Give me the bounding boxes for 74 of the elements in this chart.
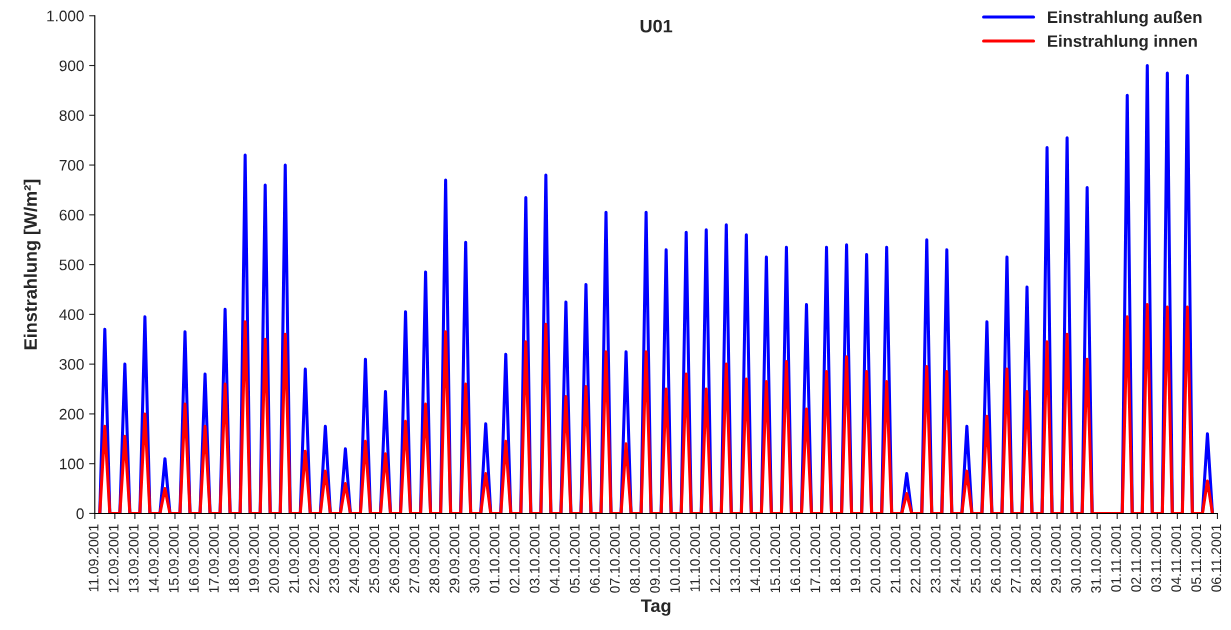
x-tick-label: 02.10.2001 <box>509 524 520 593</box>
x-tick-label: 22.10.2001 <box>910 524 921 593</box>
x-tick-label: 27.09.2001 <box>409 524 420 593</box>
x-tick-label: 12.09.2001 <box>108 524 119 593</box>
y-tick-label: 700 <box>59 159 84 171</box>
y-axis-title: Einstrahlung [W/m²] <box>23 179 41 350</box>
x-tick-label: 19.09.2001 <box>249 524 259 593</box>
chart-title: U01 <box>640 19 673 33</box>
x-tick-label: 30.09.2001 <box>469 524 480 593</box>
x-tick-label: 04.10.2001 <box>549 524 560 593</box>
x-tick-label: 13.09.2001 <box>128 524 139 593</box>
x-tick-label: 25.09.2001 <box>369 524 380 593</box>
x-tick-label: 01.10.2001 <box>489 524 500 593</box>
y-tick-label: 200 <box>59 408 84 420</box>
x-tick-label: 22.09.2001 <box>309 524 320 593</box>
legend-label: Einstrahlung innen <box>1048 34 1197 51</box>
x-tick-label: 08.10.2001 <box>629 524 640 593</box>
x-tick-label: 21.09.2001 <box>289 524 299 593</box>
x-tick-label: 06.11.2001 <box>1211 524 1222 592</box>
y-tick-label: 900 <box>59 60 84 72</box>
x-tick-label: 20.10.2001 <box>870 524 881 593</box>
x-tick-label: 11.09.2001 <box>88 524 99 592</box>
x-tick-label: 23.09.2001 <box>329 524 340 593</box>
x-tick-label: 23.10.2001 <box>930 524 941 593</box>
x-tick-label: 28.09.2001 <box>429 524 440 593</box>
x-tick-label: 15.10.2001 <box>770 524 781 593</box>
y-tick-label: 600 <box>59 209 84 221</box>
x-tick-label: 27.10.2001 <box>1010 524 1021 593</box>
x-tick-label: 02.11.2001 <box>1131 524 1141 592</box>
x-tick-label: 15.09.2001 <box>168 524 179 593</box>
x-tick-label: 05.11.2001 <box>1191 524 1202 592</box>
x-tick-label: 12.10.2001 <box>710 524 720 593</box>
x-tick-label: 04.11.2001 <box>1171 524 1182 592</box>
x-tick-label: 31.10.2001 <box>1091 524 1101 593</box>
x-tick-label: 03.11.2001 <box>1151 524 1162 592</box>
x-tick-label: 10.10.2001 <box>670 524 680 593</box>
x-tick-label: 13.10.2001 <box>730 524 741 593</box>
x-tick-label: 07.10.2001 <box>609 524 620 593</box>
y-tick-label: 1.000 <box>47 10 84 22</box>
x-tick-label: 18.10.2001 <box>830 524 841 593</box>
legend-label: Einstrahlung außen <box>1048 10 1202 27</box>
y-tick-label: 0 <box>76 508 84 520</box>
x-tick-label: 29.10.2001 <box>1050 524 1061 593</box>
y-tick-label: 300 <box>59 359 84 370</box>
y-tick-label: 100 <box>60 458 84 470</box>
x-tick-label: 20.09.2001 <box>269 524 279 593</box>
y-tick-label: 800 <box>59 110 84 121</box>
x-tick-label: 30.10.2001 <box>1071 524 1081 593</box>
x-tick-label: 05.10.2001 <box>569 524 580 593</box>
y-tick-label: 500 <box>59 259 84 271</box>
x-tick-label: 24.09.2001 <box>349 524 360 593</box>
x-tick-label: 18.09.2001 <box>229 524 239 593</box>
x-tick-label: 16.10.2001 <box>790 524 801 593</box>
x-axis-title: Tag <box>640 599 671 616</box>
x-tick-label: 29.09.2001 <box>449 524 460 593</box>
x-tick-label: 21.10.2001 <box>890 524 901 593</box>
x-tick-label: 01.11.2001 <box>1111 524 1121 592</box>
x-tick-label: 03.10.2001 <box>529 524 540 593</box>
x-tick-label: 19.10.2001 <box>850 524 861 593</box>
x-tick-label: 14.10.2001 <box>750 524 761 593</box>
x-tick-label: 11.10.2001 <box>690 524 700 592</box>
x-tick-label: 17.09.2001 <box>208 524 219 593</box>
x-tick-label: 06.10.2001 <box>589 524 600 593</box>
x-tick-label: 26.10.2001 <box>990 524 1001 593</box>
line-series <box>98 302 1214 514</box>
y-tick-label: 400 <box>59 309 84 321</box>
x-tick-label: 25.10.2001 <box>970 524 981 593</box>
x-tick-label: 09.10.2001 <box>650 524 660 593</box>
x-tick-label: 26.09.2001 <box>389 524 400 593</box>
x-tick-label: 14.09.2001 <box>148 524 159 593</box>
x-tick-label: 17.10.2001 <box>810 524 821 593</box>
x-tick-label: 16.09.2001 <box>188 524 199 593</box>
x-tick-label: 24.10.2001 <box>950 524 961 593</box>
x-tick-label: 28.10.2001 <box>1030 524 1041 593</box>
